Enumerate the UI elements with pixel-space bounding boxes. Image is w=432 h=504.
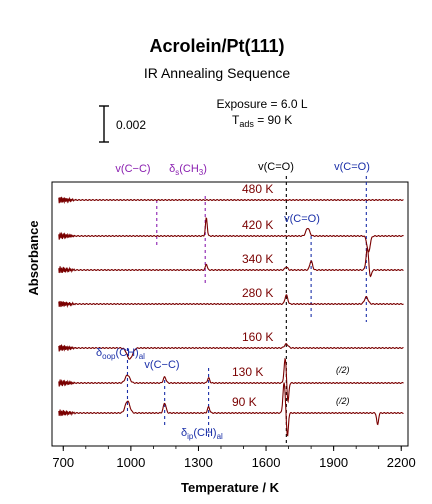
x-tick-label: 2200 — [387, 455, 416, 470]
tads-label: Tads = 90 K — [232, 113, 292, 129]
mode-label: v(C=O) — [334, 161, 370, 173]
temperature-label: 480 K — [242, 182, 273, 196]
mode-label: v(C−C) — [115, 163, 150, 175]
temperature-label: 160 K — [242, 330, 273, 344]
x-tick-label: 1600 — [252, 455, 281, 470]
plot-frame — [51, 181, 409, 447]
x-tick-label: 1900 — [319, 455, 348, 470]
exposure-label: Exposure = 6.0 L — [216, 97, 307, 111]
mode-label: δip(CH)al — [181, 427, 223, 441]
mode-label: v(C=O) — [258, 161, 294, 173]
x-tick-label: 700 — [52, 455, 74, 470]
spectrum-trace — [58, 246, 404, 278]
half-scale-note: (/2) — [336, 396, 350, 406]
spectrum-trace — [58, 196, 404, 205]
half-scale-note: (/2) — [336, 365, 350, 375]
temperature-label: 90 K — [232, 395, 257, 409]
scale-bar-label: 0.002 — [116, 118, 146, 132]
mode-label: δoop(CH)al — [96, 347, 145, 361]
y-axis-label: Absorbance — [26, 220, 41, 295]
spectrum-trace — [58, 217, 404, 253]
spectrum-trace — [58, 343, 404, 360]
scale-bar — [99, 105, 109, 143]
spectrum-trace — [58, 382, 404, 437]
trace-layer — [58, 196, 404, 437]
x-tick-label: 1000 — [116, 455, 145, 470]
mode-label: v(C−C) — [144, 359, 179, 371]
label-layer: 480 K 420 K 340 K 280 K 160 K 130 K 90 K (/2) (/… — [96, 161, 370, 441]
x-axis: 700 1000 1300 1600 1900 2200 — [52, 446, 416, 470]
chart-subtitle: IR Annealing Sequence — [144, 65, 291, 81]
temperature-label: 420 K — [242, 218, 273, 232]
temperature-label: 280 K — [242, 286, 273, 300]
mode-label: v(C=O) — [284, 213, 320, 225]
temperature-label: 130 K — [232, 365, 263, 379]
temperature-label: 340 K — [242, 252, 273, 266]
x-tick-label: 1300 — [184, 455, 213, 470]
chart-title: Acrolein/Pt(111) — [149, 36, 284, 56]
spectrum-trace — [58, 294, 404, 309]
x-axis-label: Temperature / K — [181, 480, 280, 495]
mode-label: δs(CH3) — [169, 163, 207, 177]
spectrum-trace — [58, 357, 404, 404]
